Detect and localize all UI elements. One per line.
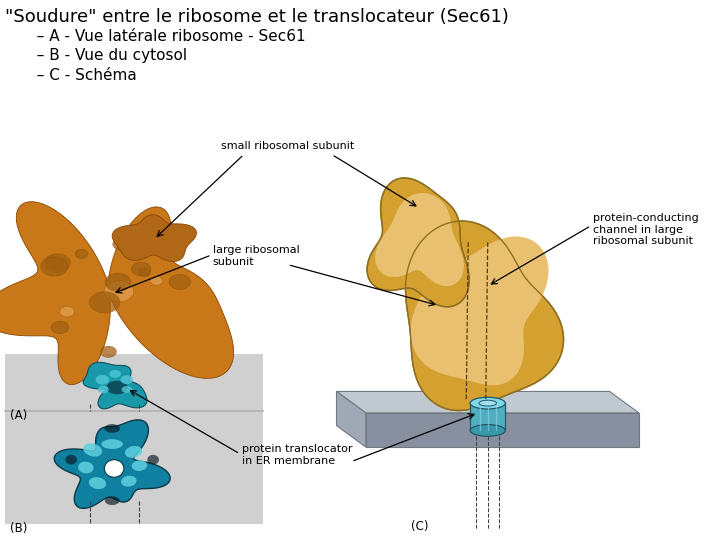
- Polygon shape: [54, 420, 170, 508]
- Ellipse shape: [104, 281, 134, 302]
- Ellipse shape: [470, 424, 505, 436]
- Polygon shape: [336, 392, 366, 447]
- Ellipse shape: [100, 346, 117, 357]
- Polygon shape: [112, 215, 197, 261]
- Ellipse shape: [132, 262, 151, 276]
- Ellipse shape: [150, 276, 163, 285]
- Ellipse shape: [40, 257, 68, 276]
- Bar: [5, 354, 264, 524]
- Polygon shape: [366, 413, 639, 447]
- Ellipse shape: [113, 238, 130, 251]
- Polygon shape: [83, 362, 147, 409]
- Ellipse shape: [104, 460, 124, 477]
- Ellipse shape: [120, 375, 133, 384]
- Text: small ribosomal subunit: small ribosomal subunit: [221, 141, 354, 152]
- Ellipse shape: [132, 460, 148, 471]
- Ellipse shape: [60, 306, 75, 317]
- Ellipse shape: [107, 381, 127, 394]
- Ellipse shape: [98, 386, 109, 393]
- Ellipse shape: [470, 397, 505, 409]
- Ellipse shape: [83, 443, 102, 457]
- Text: protein translocator
in ER membrane: protein translocator in ER membrane: [242, 444, 352, 465]
- Text: protein-conducting
channel in large
ribosomal subunit: protein-conducting channel in large ribo…: [593, 213, 699, 246]
- Polygon shape: [367, 178, 469, 307]
- Ellipse shape: [121, 476, 137, 487]
- Polygon shape: [0, 201, 233, 384]
- Ellipse shape: [125, 446, 143, 458]
- Ellipse shape: [105, 273, 131, 292]
- Ellipse shape: [479, 400, 497, 406]
- Ellipse shape: [122, 386, 132, 393]
- Text: "Soudure" entre le ribosome et le translocateur (Sec61): "Soudure" entre le ribosome et le transl…: [5, 8, 509, 26]
- Bar: [470, 403, 505, 430]
- Text: – B - Vue du cytosol: – B - Vue du cytosol: [27, 48, 187, 63]
- Ellipse shape: [89, 477, 107, 489]
- Ellipse shape: [169, 274, 191, 289]
- Text: (A): (A): [10, 409, 27, 422]
- Ellipse shape: [89, 292, 120, 313]
- Ellipse shape: [75, 249, 88, 259]
- Text: (C): (C): [410, 520, 428, 533]
- Ellipse shape: [148, 455, 159, 464]
- Ellipse shape: [66, 455, 77, 464]
- Polygon shape: [405, 221, 564, 410]
- Ellipse shape: [78, 462, 94, 474]
- Ellipse shape: [45, 254, 71, 272]
- Ellipse shape: [105, 496, 120, 505]
- Text: – C - Schéma: – C - Schéma: [27, 68, 137, 83]
- Text: large ribosomal
subunit: large ribosomal subunit: [212, 245, 300, 267]
- Text: (B): (B): [10, 522, 27, 535]
- Ellipse shape: [109, 370, 121, 378]
- Text: – A - Vue latérale ribosome - Sec61: – A - Vue latérale ribosome - Sec61: [27, 29, 306, 44]
- Polygon shape: [336, 392, 639, 413]
- Ellipse shape: [104, 424, 120, 433]
- Ellipse shape: [96, 375, 109, 384]
- Ellipse shape: [138, 268, 150, 276]
- Ellipse shape: [51, 321, 69, 334]
- Polygon shape: [410, 237, 549, 386]
- Polygon shape: [375, 193, 464, 286]
- Ellipse shape: [102, 439, 123, 449]
